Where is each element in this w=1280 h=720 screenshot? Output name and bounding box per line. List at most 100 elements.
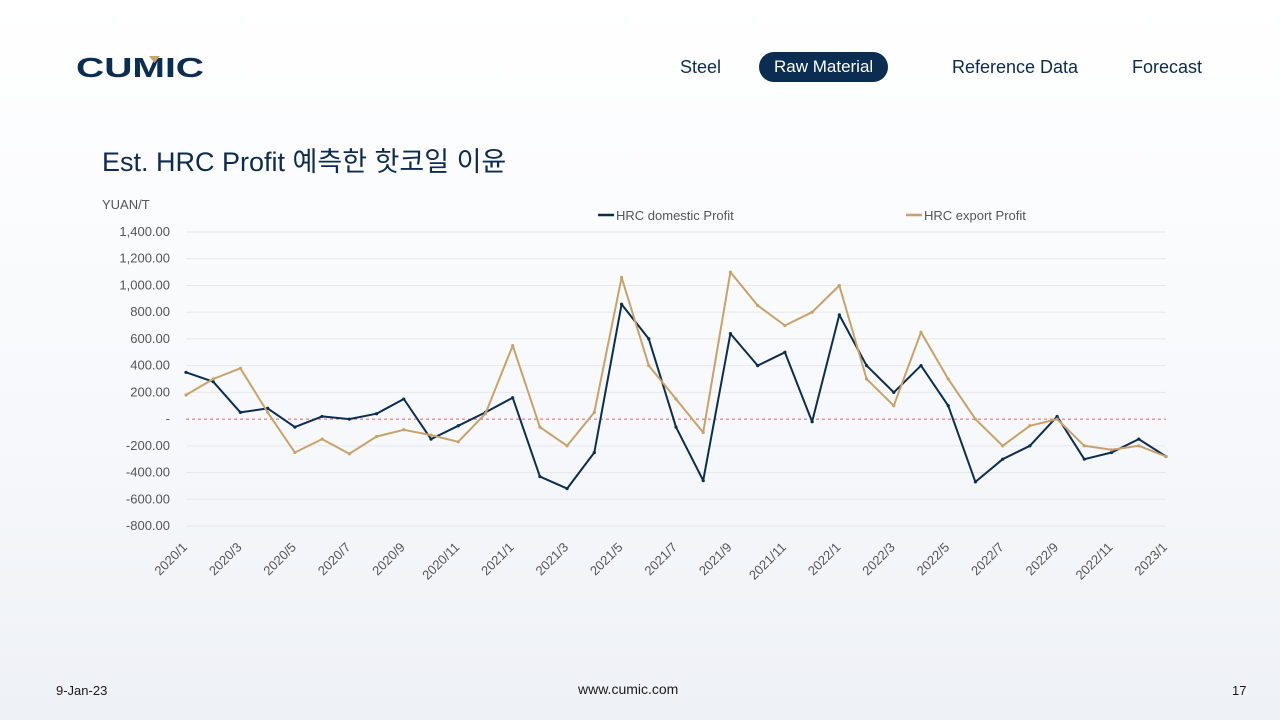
legend-label: HRC export Profit <box>924 208 1026 223</box>
data-point-export <box>1028 424 1032 428</box>
data-point-export <box>429 433 433 437</box>
page-title: Est. HRC Profit 예측한 핫코일 이윤 <box>102 147 507 177</box>
x-tick-label: 2020/7 <box>315 540 354 579</box>
nav-raw-material[interactable]: Raw Material <box>759 52 889 82</box>
data-point-domestic <box>892 390 896 394</box>
data-point-domestic <box>837 313 841 317</box>
data-point-domestic <box>238 410 243 415</box>
data-point-export <box>1137 444 1141 448</box>
data-point-export <box>701 430 705 435</box>
data-point-domestic <box>429 437 433 441</box>
footer-url[interactable]: www.cumic.com <box>578 681 679 697</box>
data-point-export <box>293 450 297 455</box>
data-point-domestic <box>647 337 651 341</box>
data-point-export <box>347 452 351 456</box>
data-point-export <box>538 425 542 429</box>
y-tick-label: 600.00 <box>130 331 170 346</box>
data-point-export <box>728 270 733 274</box>
data-point-domestic <box>973 480 978 484</box>
data-point-export <box>919 330 923 334</box>
data-point-domestic <box>347 417 351 421</box>
data-point-export <box>511 343 515 348</box>
x-tick-label: 2022/3 <box>859 540 898 579</box>
data-point-export <box>402 428 406 432</box>
y-tick-label: -200.00 <box>126 438 170 453</box>
data-point-export <box>1082 444 1086 448</box>
data-point-domestic <box>456 424 460 428</box>
footer-date: 9-Jan-23 <box>56 683 108 698</box>
data-point-export <box>946 377 950 381</box>
x-tick-label: 2021/7 <box>641 540 680 579</box>
x-tick-label: 2020/5 <box>260 540 299 579</box>
data-point-domestic <box>619 302 624 306</box>
x-tick-label: 2022/9 <box>1023 540 1062 579</box>
data-point-domestic <box>783 350 787 354</box>
data-point-domestic <box>1109 450 1114 455</box>
y-tick-label: 1,200.00 <box>119 251 170 266</box>
data-point-export <box>320 437 324 441</box>
data-point-domestic <box>592 450 596 455</box>
page-number: 17 <box>1232 683 1247 698</box>
x-tick-label: 2021/9 <box>696 540 735 579</box>
x-tick-label: 2020/11 <box>419 540 462 583</box>
nav-steel[interactable]: Steel <box>680 57 722 77</box>
data-point-export <box>1001 444 1005 448</box>
x-tick-label: 2020/1 <box>151 540 190 579</box>
data-point-domestic <box>701 478 705 483</box>
data-point-export <box>783 323 787 328</box>
data-point-export <box>973 417 978 421</box>
cumic-logo: CUMIC <box>76 54 204 80</box>
data-point-export <box>756 303 760 308</box>
data-point-domestic <box>728 331 733 336</box>
data-point-domestic <box>1028 444 1032 448</box>
data-point-domestic <box>1055 414 1059 419</box>
data-point-domestic <box>756 364 760 368</box>
x-tick-label: 2022/11 <box>1073 540 1116 583</box>
x-tick-label: 2022/5 <box>914 540 953 579</box>
data-point-export <box>1109 448 1114 452</box>
x-tick-label: 2021/1 <box>478 540 517 579</box>
nav-reference-data[interactable]: Reference Data <box>952 57 1079 77</box>
data-point-domestic <box>211 380 215 384</box>
x-tick-label: 2021/11 <box>746 540 789 583</box>
data-point-domestic <box>1001 457 1005 461</box>
y-axis-label: YUAN/T <box>102 197 150 212</box>
data-point-domestic <box>184 370 188 374</box>
data-point-domestic <box>402 397 406 401</box>
data-point-domestic <box>1082 457 1086 461</box>
data-point-export <box>238 366 243 370</box>
y-tick-label: 200.00 <box>130 384 170 399</box>
data-point-export <box>211 377 215 381</box>
x-tick-label: 2022/7 <box>968 540 1007 579</box>
nav-forecast[interactable]: Forecast <box>1132 57 1203 77</box>
data-point-export <box>837 283 841 288</box>
data-point-domestic <box>538 474 542 479</box>
data-point-export <box>647 364 651 368</box>
svg-text:CUMIC: CUMIC <box>76 54 204 80</box>
data-point-domestic <box>565 486 569 491</box>
y-tick-label: 800.00 <box>130 304 170 319</box>
data-point-export <box>619 275 624 280</box>
top-nav: Steel Raw Material Reference Data Foreca… <box>0 52 1280 84</box>
data-point-domestic <box>919 364 923 368</box>
data-point-domestic <box>674 425 678 429</box>
x-tick-label: 2023/1 <box>1131 540 1170 579</box>
x-tick-label: 2022/1 <box>805 540 844 579</box>
data-point-domestic <box>864 364 869 368</box>
data-point-export <box>184 393 188 397</box>
data-point-domestic <box>810 420 814 424</box>
y-tick-label: 400.00 <box>130 358 170 373</box>
data-point-export <box>892 404 896 408</box>
x-tick-label: 2020/9 <box>369 540 408 579</box>
data-point-domestic <box>511 396 515 400</box>
data-point-export <box>483 412 488 416</box>
data-point-export <box>456 440 460 444</box>
data-point-domestic <box>320 414 324 419</box>
x-tick-label: 2021/5 <box>587 540 626 579</box>
data-point-domestic <box>293 425 297 429</box>
data-point-domestic <box>374 412 379 416</box>
data-point-export <box>1055 417 1059 421</box>
data-point-export <box>266 410 270 415</box>
y-tick-label: - <box>166 411 170 426</box>
series-line-domestic <box>185 303 1167 490</box>
